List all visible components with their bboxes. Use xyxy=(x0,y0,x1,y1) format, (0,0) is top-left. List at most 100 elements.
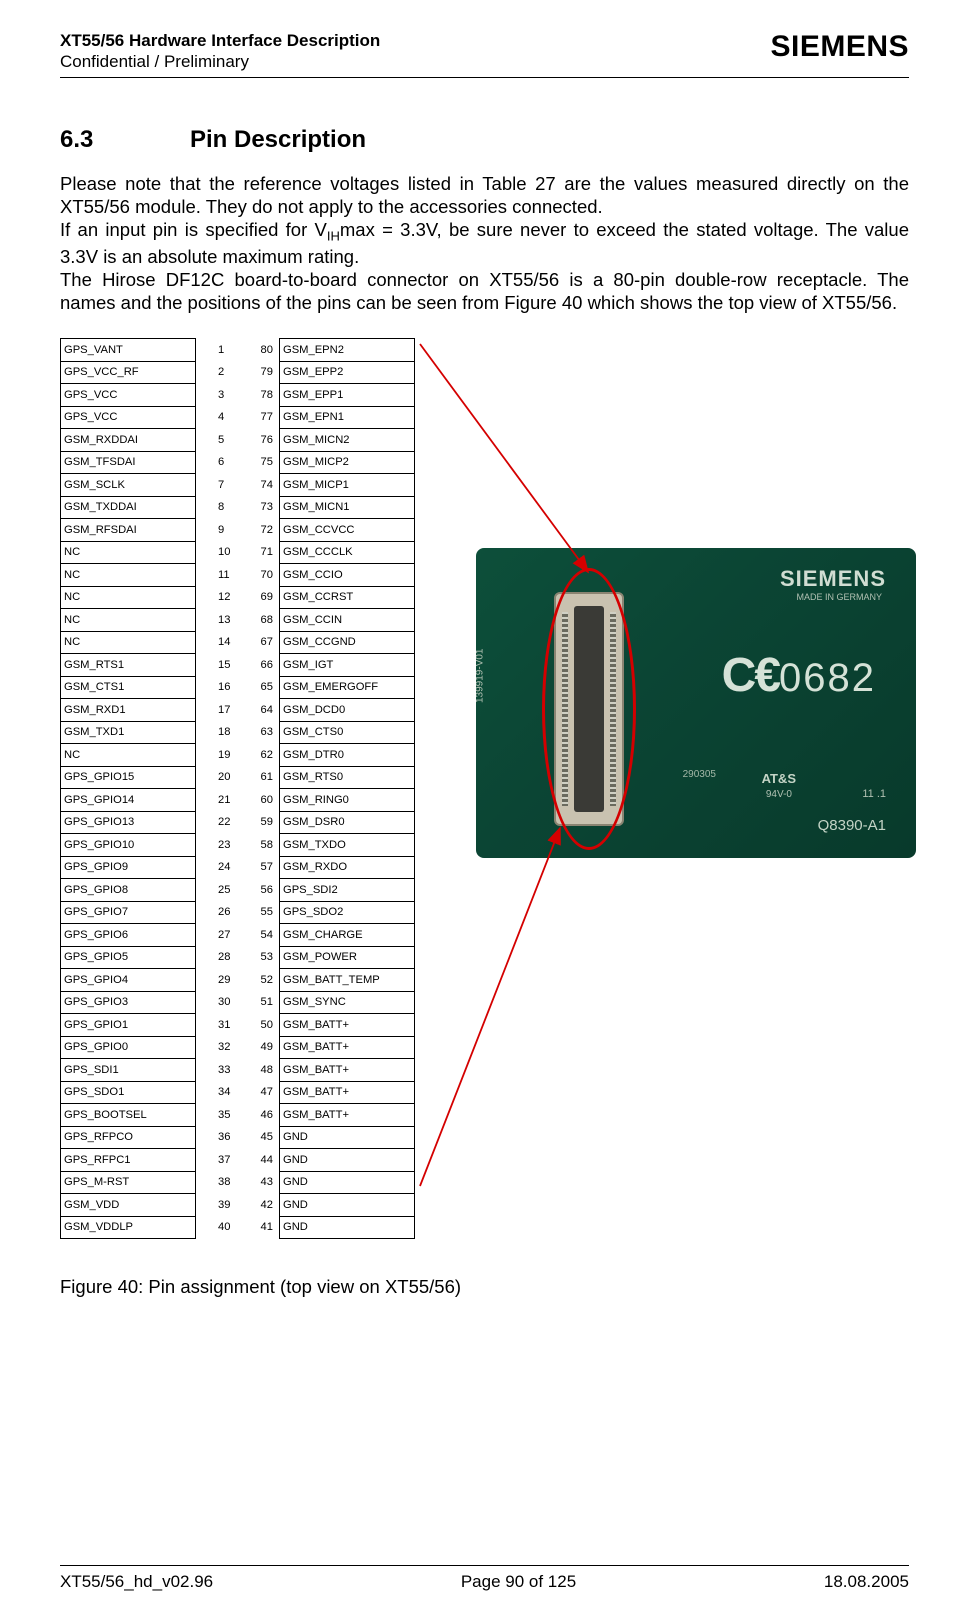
pin-name-right: GSM_CCCLK xyxy=(280,541,415,564)
pin-row: GPS_GPIO102358GSM_TXDO xyxy=(61,834,415,857)
pin-row: GSM_RFSDAI972GSM_CCVCC xyxy=(61,519,415,542)
pin-name-left: GPS_GPIO10 xyxy=(61,834,196,857)
pin-num-left: 23 xyxy=(196,834,258,857)
pin-name-left: GPS_GPIO8 xyxy=(61,879,196,902)
pin-name-left: NC xyxy=(61,586,196,609)
pin-name-left: GPS_GPIO14 xyxy=(61,789,196,812)
pin-num-right: 71 xyxy=(258,541,280,564)
pin-name-left: GSM_RTS1 xyxy=(61,654,196,677)
pin-name-right: GSM_POWER xyxy=(280,946,415,969)
pin-num-right: 57 xyxy=(258,856,280,879)
pin-num-right: 65 xyxy=(258,676,280,699)
pin-num-right: 66 xyxy=(258,654,280,677)
paragraph-2: If an input pin is specified for VIHmax … xyxy=(60,218,909,268)
pin-num-right: 79 xyxy=(258,361,280,384)
pin-name-left: GPS_GPIO6 xyxy=(61,924,196,947)
pin-row: GPS_GPIO62754GSM_CHARGE xyxy=(61,924,415,947)
pin-num-right: 58 xyxy=(258,834,280,857)
pin-num-left: 8 xyxy=(196,496,258,519)
pin-num-left: 15 xyxy=(196,654,258,677)
pin-name-left: GPS_GPIO13 xyxy=(61,811,196,834)
pin-row: GPS_GPIO152061GSM_RTS0 xyxy=(61,766,415,789)
pin-row: GPS_VANT180GSM_EPN2 xyxy=(61,339,415,362)
pin-num-right: 56 xyxy=(258,879,280,902)
pin-name-right: GSM_EPN1 xyxy=(280,406,415,429)
pin-num-left: 38 xyxy=(196,1171,258,1194)
pin-row: GSM_TFSDAI675GSM_MICP2 xyxy=(61,451,415,474)
pin-name-left: GPS_GPIO1 xyxy=(61,1014,196,1037)
pin-num-right: 59 xyxy=(258,811,280,834)
pin-row: NC1170GSM_CCIO xyxy=(61,564,415,587)
pin-num-left: 3 xyxy=(196,384,258,407)
pin-name-right: GSM_BATT+ xyxy=(280,1081,415,1104)
pin-row: GPS_GPIO132259GSM_DSR0 xyxy=(61,811,415,834)
pin-name-left: GPS_GPIO5 xyxy=(61,946,196,969)
footer-center: Page 90 of 125 xyxy=(461,1572,576,1592)
pin-name-right: GSM_EPN2 xyxy=(280,339,415,362)
pin-name-right: GSM_MICP1 xyxy=(280,474,415,497)
pin-num-left: 5 xyxy=(196,429,258,452)
pin-row: GPS_SDI13348GSM_BATT+ xyxy=(61,1059,415,1082)
pin-num-right: 48 xyxy=(258,1059,280,1082)
pin-name-left: GPS_VANT xyxy=(61,339,196,362)
pin-num-right: 55 xyxy=(258,901,280,924)
pin-name-right: GSM_BATT+ xyxy=(280,1104,415,1127)
pin-row: GSM_RXD11764GSM_DCD0 xyxy=(61,699,415,722)
page-header: XT55/56 Hardware Interface Description C… xyxy=(60,30,909,78)
pin-num-left: 10 xyxy=(196,541,258,564)
pin-num-left: 9 xyxy=(196,519,258,542)
paragraph-1: Please note that the reference voltages … xyxy=(60,172,909,218)
pin-num-left: 13 xyxy=(196,609,258,632)
pin-name-left: GPS_VCC xyxy=(61,406,196,429)
pin-num-right: 63 xyxy=(258,721,280,744)
pin-name-left: GPS_VCC_RF xyxy=(61,361,196,384)
pin-name-right: GSM_IGT xyxy=(280,654,415,677)
pin-num-left: 27 xyxy=(196,924,258,947)
pin-num-right: 76 xyxy=(258,429,280,452)
pin-num-right: 74 xyxy=(258,474,280,497)
pin-name-right: GSM_BATT+ xyxy=(280,1036,415,1059)
pin-num-left: 40 xyxy=(196,1216,258,1239)
siemens-logo: SIEMENS xyxy=(770,30,909,64)
pin-row: GPS_VCC477GSM_EPN1 xyxy=(61,406,415,429)
pin-name-right: GSM_RXDO xyxy=(280,856,415,879)
pin-num-left: 31 xyxy=(196,1014,258,1037)
pin-row: GPS_GPIO82556GPS_SDI2 xyxy=(61,879,415,902)
pin-num-left: 18 xyxy=(196,721,258,744)
p2-pre: If an input pin is specified for V xyxy=(60,219,327,240)
pin-num-left: 11 xyxy=(196,564,258,587)
pin-num-left: 29 xyxy=(196,969,258,992)
section-title-text: Pin Description xyxy=(190,126,366,153)
pin-num-left: 14 xyxy=(196,631,258,654)
pin-num-left: 20 xyxy=(196,766,258,789)
footer-right: 18.08.2005 xyxy=(824,1572,909,1592)
pin-name-right: GND xyxy=(280,1194,415,1217)
pin-name-left: GSM_RXDDAI xyxy=(61,429,196,452)
pin-name-right: GSM_RTS0 xyxy=(280,766,415,789)
pin-table: GPS_VANT180GSM_EPN2GPS_VCC_RF279GSM_EPP2… xyxy=(60,338,415,1239)
pin-num-right: 42 xyxy=(258,1194,280,1217)
pin-name-right: GPS_SDI2 xyxy=(280,879,415,902)
pin-num-left: 17 xyxy=(196,699,258,722)
pin-row: NC1269GSM_CCRST xyxy=(61,586,415,609)
section-heading: 6.3Pin Description xyxy=(60,126,909,154)
pin-name-left: GPS_RFPCO xyxy=(61,1126,196,1149)
pin-name-left: GPS_VCC xyxy=(61,384,196,407)
pin-num-left: 30 xyxy=(196,991,258,1014)
pin-row: GPS_RFPC13744GND xyxy=(61,1149,415,1172)
pin-row: NC1071GSM_CCCLK xyxy=(61,541,415,564)
pin-row: GPS_GPIO03249GSM_BATT+ xyxy=(61,1036,415,1059)
pin-row: GPS_GPIO142160GSM_RING0 xyxy=(61,789,415,812)
pin-num-right: 73 xyxy=(258,496,280,519)
pin-name-left: GPS_M-RST xyxy=(61,1171,196,1194)
pin-num-left: 12 xyxy=(196,586,258,609)
pin-num-left: 35 xyxy=(196,1104,258,1127)
pin-num-left: 19 xyxy=(196,744,258,767)
pin-name-left: GSM_CTS1 xyxy=(61,676,196,699)
pin-num-right: 41 xyxy=(258,1216,280,1239)
pin-num-right: 69 xyxy=(258,586,280,609)
pin-name-right: GSM_CTS0 xyxy=(280,721,415,744)
figure-area: GPS_VANT180GSM_EPN2GPS_VCC_RF279GSM_EPP2… xyxy=(60,338,909,1258)
pin-table-container: GPS_VANT180GSM_EPN2GPS_VCC_RF279GSM_EPP2… xyxy=(60,338,909,1239)
section-number: 6.3 xyxy=(60,126,190,154)
